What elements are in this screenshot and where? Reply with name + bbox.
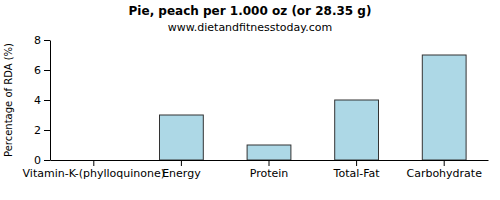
tick-label: Total-Fat [333,167,381,180]
tick-mark [44,130,50,131]
tick-mark [356,160,357,166]
tick: Protein [250,160,289,180]
tick-mark [44,70,50,71]
tick-label: Carbohydrate [406,167,482,180]
background [0,0,500,200]
x-axis: Vitamin-K-(phylloquinone)Energy Protein To… [23,160,489,180]
tick-label: 0 [34,154,41,167]
tick: Carbohydrate [406,160,482,180]
tick-label: Vitamin-K-(phylloquinone) [23,167,165,180]
title: Pie, peach per 1.000 oz (or 28.35 g) [129,4,372,18]
tick-label: 2 [34,124,41,137]
bar [247,145,291,160]
bar [72,160,116,161]
tick: Energy [162,160,201,180]
tick-mark [93,160,94,166]
tick: Vitamin-K-(phylloquinone) [23,160,165,180]
subtitle: www.dietandfitnesstoday.com [168,21,332,34]
tick: 0 [34,154,50,167]
chart: 0 2 4 6 8 Vitamin-K-(phylloquinone)Energy Prot… [0,0,500,200]
tick-label: 6 [34,64,41,77]
tick-mark [181,160,182,166]
y-axis: 0 2 4 6 8 [34,34,51,167]
tick-mark [44,100,50,101]
y-axis-title: Percentage of RDA (%) [3,43,14,157]
tick-mark [44,160,50,161]
tick: 8 [34,34,50,47]
bar [335,100,379,160]
bar [160,115,204,160]
tick-mark [269,160,270,166]
axis-line [50,41,51,161]
tick: 2 [34,124,50,137]
tick: 6 [34,64,50,77]
tick-label: Protein [250,167,289,180]
tick-mark [444,160,445,166]
tick-label: 8 [34,34,41,47]
tick-mark [44,40,50,41]
tick: Total-Fat [333,160,381,180]
tick: 4 [34,94,50,107]
tick-label: Energy [162,167,201,180]
plot-area [160,55,467,160]
tick-label: 4 [34,94,41,107]
bar [422,55,466,160]
